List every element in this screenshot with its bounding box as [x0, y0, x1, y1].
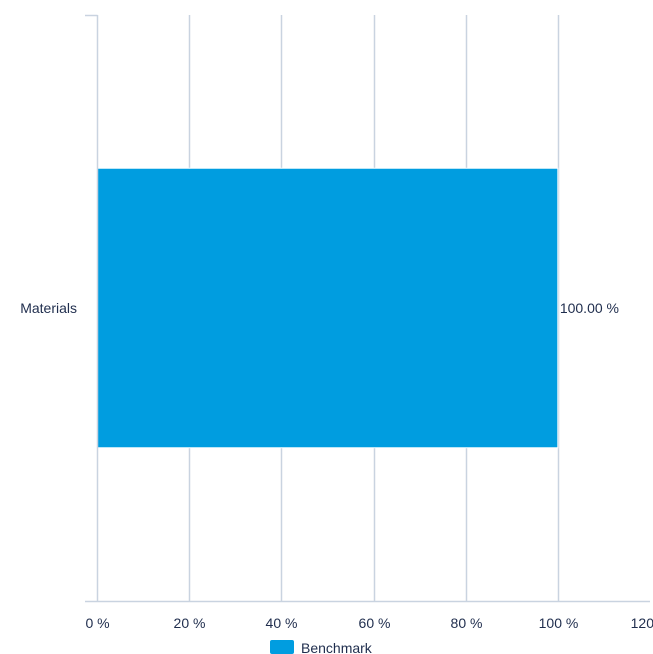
y-axis: Materials [20, 300, 77, 316]
x-tick-label: 40 % [266, 615, 298, 631]
x-tick-label: 100 % [539, 615, 579, 631]
legend-swatch-benchmark [270, 640, 294, 654]
x-tick-label: 0 % [85, 615, 109, 631]
legend: Benchmark [270, 640, 373, 654]
x-tick-label: 60 % [359, 615, 391, 631]
x-tick-label: 120 % [631, 615, 653, 631]
x-axis: 0 % 20 % 40 % 60 % 80 % 100 % 120 % [85, 14, 653, 631]
bars [96, 167, 559, 449]
category-label: Materials [20, 300, 77, 316]
legend-label-benchmark: Benchmark [301, 640, 373, 654]
x-tick-label: 80 % [451, 615, 483, 631]
bar-data-label: 100.00 % [560, 300, 619, 316]
data-labels: 100.00 % [560, 300, 619, 316]
bar-benchmark [96, 167, 559, 449]
x-tick-label: 20 % [174, 615, 206, 631]
